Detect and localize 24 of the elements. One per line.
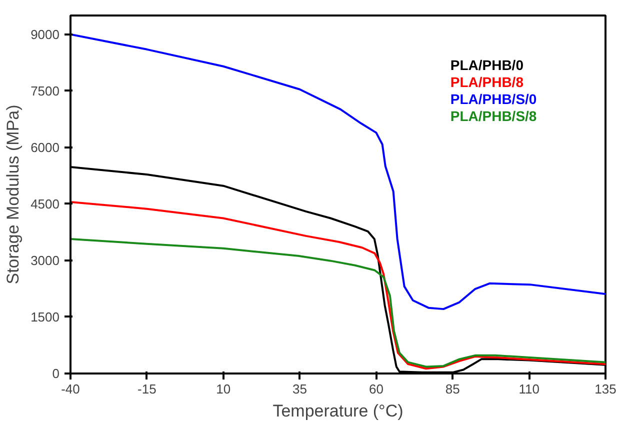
- x-tick-label: 85: [445, 382, 460, 396]
- y-tick-label: 7500: [30, 83, 60, 98]
- y-tick-label: 0: [52, 366, 60, 381]
- line-series: [70, 201, 606, 370]
- x-axis-title: Temperature (°C): [272, 402, 404, 420]
- x-tick-label: 35: [292, 382, 308, 396]
- x-tick-label: 135: [594, 382, 616, 396]
- x-tick-label: -40: [61, 382, 80, 396]
- x-tick-label: -15: [138, 382, 156, 396]
- y-tick-label: 9000: [30, 26, 60, 42]
- y-tick-label: 6000: [30, 140, 60, 155]
- text: PLA/PHB/S/0: [450, 90, 537, 107]
- text: PLA/PHB/8: [450, 74, 524, 90]
- y-tick-label: 3000: [30, 252, 60, 268]
- y-axis-title: Storage Modulus (MPa): [4, 104, 23, 284]
- x-tick-label: 10: [216, 382, 231, 396]
- x-tick-label: 110: [518, 382, 540, 396]
- text: PLA/PHB/S/8: [450, 108, 537, 124]
- y-tick-label: 4500: [30, 196, 60, 212]
- text: PLA/PHB/0: [450, 56, 524, 73]
- x-tick-label: 60: [368, 382, 384, 396]
- line-series: [70, 33, 606, 310]
- y-tick-label: 1500: [30, 309, 60, 324]
- line-series: [70, 238, 606, 368]
